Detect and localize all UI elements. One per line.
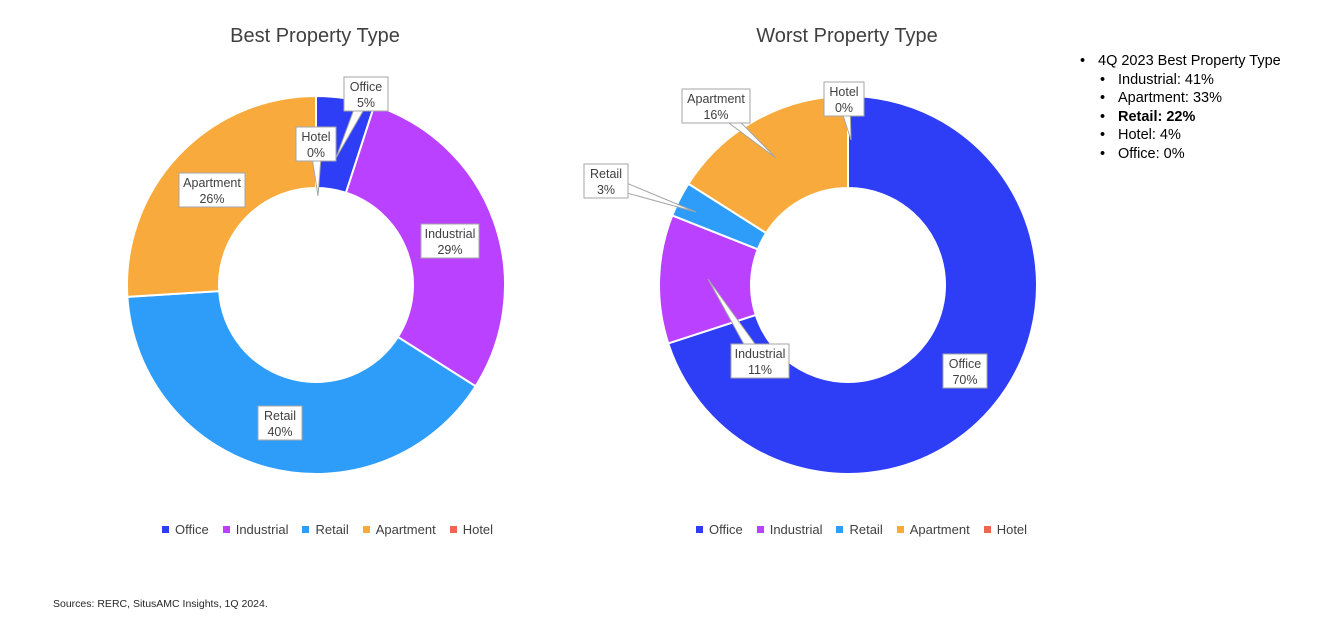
bullet-icon: •	[1100, 71, 1106, 88]
bullet-icon: •	[1100, 90, 1106, 106]
label-value: 5%	[357, 96, 375, 110]
notes-item-text: Retail: 22%	[1118, 108, 1196, 125]
label-value: 29%	[437, 243, 462, 257]
best-chart-title: Best Property Type	[230, 25, 400, 47]
legend-item-apartment: Apartment	[362, 522, 436, 537]
data-label-office: Office 70%	[942, 353, 988, 389]
legend-label: Hotel	[462, 522, 494, 537]
legend-label: Retail	[849, 522, 883, 537]
legend-label: Industrial	[235, 522, 289, 537]
notes-item-text: Office: 0%	[1118, 145, 1185, 162]
legend-swatch	[449, 526, 457, 533]
label-value: 70%	[952, 373, 977, 387]
label-category: Industrial	[425, 227, 476, 241]
data-label-apartment: Apartment 26%	[178, 172, 246, 208]
legend-item-apartment: Apartment	[896, 522, 970, 537]
legend-item-office: Office	[162, 522, 209, 537]
label-value: 3%	[597, 183, 615, 197]
legend-label: Office	[175, 522, 209, 537]
label-value: 16%	[703, 108, 728, 122]
label-box	[823, 81, 865, 117]
legend-swatch	[362, 526, 370, 533]
legend-item-hotel: Hotel	[983, 522, 1028, 537]
bullet-icon: •	[1100, 127, 1106, 143]
label-box	[942, 353, 988, 389]
bullet-icon: •	[1100, 145, 1106, 162]
slice-retail	[126, 290, 477, 475]
notes-item-text: Hotel: 4%	[1118, 127, 1181, 143]
label-category: Hotel	[301, 130, 330, 144]
label-box	[257, 405, 303, 441]
notes-item-text: Industrial: 41%	[1118, 71, 1214, 88]
legend-item-industrial: Industrial	[756, 522, 823, 537]
legend-label: Office	[709, 522, 743, 537]
notes-item: • Hotel: 4%	[1080, 126, 1281, 145]
label-category: Retail	[264, 409, 296, 423]
label-box	[178, 172, 246, 208]
notes-item-text: Apartment: 33%	[1118, 90, 1222, 106]
label-value: 11%	[748, 363, 772, 377]
donut-worst: Office 70% Industrial 11% Retail 3% Apartment 1…	[583, 81, 1038, 475]
data-label-industrial: Industrial 11%	[707, 278, 790, 379]
source-note: Sources: RERC, SitusAMC Insights, 1Q 202…	[53, 598, 268, 610]
notes-heading: 4Q 2023 Best Property Type	[1098, 53, 1281, 69]
legend-swatch	[222, 526, 230, 533]
data-label-retail: Retail 3%	[583, 163, 697, 213]
legend-item-retail: Retail	[836, 522, 883, 537]
legend-item-retail: Retail	[302, 522, 349, 537]
label-category: Industrial	[735, 347, 786, 361]
data-label-hotel: Hotel 0%	[823, 81, 865, 141]
label-value: 40%	[267, 425, 292, 439]
worst-chart-legend: Office Industrial Retail Apartment Hotel	[696, 522, 1027, 537]
donut-best: Office 5% Industrial 29% Retail 40% Apartment 2…	[126, 76, 506, 475]
legend-item-hotel: Hotel	[449, 522, 494, 537]
legend-item-office: Office	[696, 522, 743, 537]
legend-swatch	[756, 526, 764, 533]
legend-label: Apartment	[375, 522, 436, 537]
notes-item: • Retail: 22%	[1080, 108, 1281, 127]
label-category: Hotel	[829, 85, 858, 99]
data-label-retail: Retail 40%	[257, 405, 303, 441]
legend-swatch	[896, 526, 904, 533]
notes-panel: • 4Q 2023 Best Property Type • Industrial…	[1080, 52, 1281, 163]
label-box	[295, 126, 337, 162]
bullet-icon: •	[1100, 108, 1106, 125]
notes-item: • Apartment: 33%	[1080, 89, 1281, 108]
label-box	[730, 343, 790, 379]
label-category: Retail	[590, 167, 622, 181]
legend-swatch	[302, 526, 310, 533]
label-value: 26%	[199, 192, 224, 206]
label-value: 0%	[307, 146, 325, 160]
legend-swatch	[696, 526, 703, 533]
worst-chart-title: Worst Property Type	[756, 25, 938, 47]
notes-item: • Industrial: 41%	[1080, 71, 1281, 90]
legend-swatch	[983, 526, 991, 533]
label-box	[583, 163, 629, 199]
legend-swatch	[162, 526, 169, 533]
label-category: Apartment	[687, 92, 745, 106]
label-category: Apartment	[183, 176, 241, 190]
label-category: Office	[949, 357, 981, 371]
data-label-hotel: Hotel 0%	[295, 126, 337, 197]
best-chart-legend: Office Industrial Retail Apartment Hotel	[162, 522, 493, 537]
bullet-icon: •	[1080, 53, 1086, 69]
notes-item: • Office: 0%	[1080, 145, 1281, 164]
legend-swatch	[836, 526, 844, 533]
label-value: 0%	[835, 101, 853, 115]
label-box	[343, 76, 389, 112]
data-label-industrial: Industrial 29%	[420, 223, 480, 259]
label-box	[681, 88, 751, 124]
data-label-apartment: Apartment 16%	[681, 88, 777, 159]
legend-item-industrial: Industrial	[222, 522, 289, 537]
data-label-office: Office 5%	[335, 76, 389, 159]
legend-label: Apartment	[909, 522, 970, 537]
label-category: Office	[350, 80, 382, 94]
legend-label: Industrial	[769, 522, 823, 537]
legend-label: Hotel	[996, 522, 1028, 537]
notes-heading-row: • 4Q 2023 Best Property Type	[1080, 52, 1281, 71]
legend-label: Retail	[315, 522, 349, 537]
label-box	[420, 223, 480, 259]
